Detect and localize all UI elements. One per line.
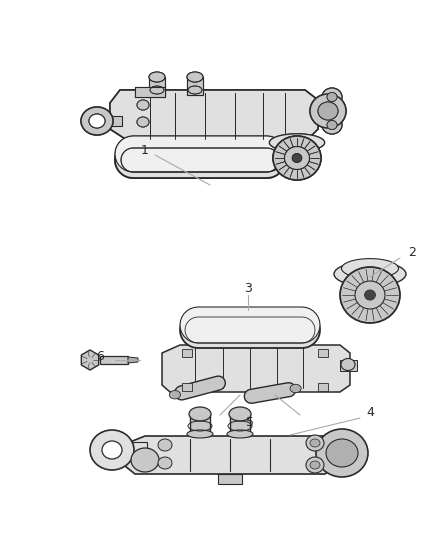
Ellipse shape bbox=[327, 120, 337, 130]
Polygon shape bbox=[340, 360, 357, 371]
Ellipse shape bbox=[81, 107, 113, 135]
Polygon shape bbox=[180, 312, 320, 348]
Ellipse shape bbox=[322, 88, 342, 106]
Text: 5: 5 bbox=[246, 416, 254, 429]
Polygon shape bbox=[115, 136, 285, 172]
Ellipse shape bbox=[269, 134, 325, 151]
Ellipse shape bbox=[149, 72, 165, 82]
Ellipse shape bbox=[102, 441, 122, 459]
Polygon shape bbox=[230, 414, 250, 436]
Ellipse shape bbox=[327, 93, 337, 101]
Ellipse shape bbox=[342, 259, 399, 278]
Polygon shape bbox=[318, 383, 328, 391]
Ellipse shape bbox=[131, 448, 159, 472]
Ellipse shape bbox=[292, 154, 302, 163]
Ellipse shape bbox=[326, 439, 358, 467]
Ellipse shape bbox=[322, 88, 342, 106]
Ellipse shape bbox=[187, 72, 203, 82]
Polygon shape bbox=[120, 442, 147, 458]
Polygon shape bbox=[81, 350, 99, 370]
Ellipse shape bbox=[189, 407, 211, 421]
Polygon shape bbox=[135, 87, 165, 97]
Ellipse shape bbox=[137, 100, 149, 110]
Ellipse shape bbox=[158, 439, 172, 451]
Polygon shape bbox=[180, 307, 320, 343]
Ellipse shape bbox=[89, 114, 105, 128]
Ellipse shape bbox=[310, 94, 346, 128]
Polygon shape bbox=[100, 116, 122, 126]
Polygon shape bbox=[115, 136, 285, 172]
Polygon shape bbox=[175, 376, 225, 400]
Ellipse shape bbox=[327, 93, 337, 101]
Text: 6: 6 bbox=[96, 351, 104, 364]
Ellipse shape bbox=[306, 435, 324, 451]
Ellipse shape bbox=[229, 407, 251, 421]
Ellipse shape bbox=[137, 117, 149, 127]
Ellipse shape bbox=[285, 147, 310, 169]
Ellipse shape bbox=[310, 461, 320, 469]
Ellipse shape bbox=[340, 267, 400, 323]
Text: 3: 3 bbox=[244, 281, 252, 295]
Ellipse shape bbox=[316, 429, 368, 477]
Ellipse shape bbox=[322, 116, 342, 134]
Polygon shape bbox=[162, 345, 350, 392]
Ellipse shape bbox=[285, 147, 310, 169]
Polygon shape bbox=[135, 87, 165, 97]
Polygon shape bbox=[187, 77, 203, 95]
Polygon shape bbox=[100, 116, 122, 126]
Ellipse shape bbox=[137, 100, 149, 110]
Ellipse shape bbox=[89, 114, 105, 128]
Ellipse shape bbox=[310, 94, 346, 128]
Ellipse shape bbox=[364, 290, 375, 300]
Ellipse shape bbox=[269, 134, 325, 151]
Polygon shape bbox=[100, 356, 128, 364]
Ellipse shape bbox=[187, 72, 203, 82]
Ellipse shape bbox=[355, 281, 385, 309]
Polygon shape bbox=[115, 142, 285, 178]
Polygon shape bbox=[182, 383, 192, 391]
Ellipse shape bbox=[306, 457, 324, 473]
Ellipse shape bbox=[322, 116, 342, 134]
Polygon shape bbox=[190, 414, 210, 436]
Polygon shape bbox=[110, 90, 318, 142]
Ellipse shape bbox=[318, 102, 338, 120]
Ellipse shape bbox=[137, 117, 149, 127]
Polygon shape bbox=[182, 349, 192, 357]
Ellipse shape bbox=[318, 102, 338, 120]
Text: 2: 2 bbox=[408, 246, 416, 260]
Ellipse shape bbox=[90, 430, 134, 470]
Polygon shape bbox=[115, 142, 285, 178]
Polygon shape bbox=[244, 383, 296, 403]
Ellipse shape bbox=[334, 261, 406, 287]
Text: 4: 4 bbox=[366, 407, 374, 419]
Polygon shape bbox=[218, 474, 242, 484]
Polygon shape bbox=[149, 77, 165, 95]
Ellipse shape bbox=[292, 154, 302, 163]
Ellipse shape bbox=[310, 439, 320, 447]
Polygon shape bbox=[149, 77, 165, 95]
Ellipse shape bbox=[341, 359, 355, 370]
Ellipse shape bbox=[273, 136, 321, 180]
Text: 1: 1 bbox=[141, 143, 149, 157]
Ellipse shape bbox=[327, 120, 337, 130]
Polygon shape bbox=[187, 77, 203, 95]
Polygon shape bbox=[125, 436, 335, 474]
Ellipse shape bbox=[187, 430, 213, 438]
Polygon shape bbox=[128, 357, 138, 363]
Polygon shape bbox=[318, 349, 328, 357]
Ellipse shape bbox=[227, 430, 253, 438]
Ellipse shape bbox=[158, 457, 172, 469]
Ellipse shape bbox=[290, 384, 301, 393]
Ellipse shape bbox=[81, 107, 113, 135]
Polygon shape bbox=[110, 90, 318, 142]
Ellipse shape bbox=[149, 72, 165, 82]
Ellipse shape bbox=[273, 136, 321, 180]
Ellipse shape bbox=[169, 391, 180, 399]
